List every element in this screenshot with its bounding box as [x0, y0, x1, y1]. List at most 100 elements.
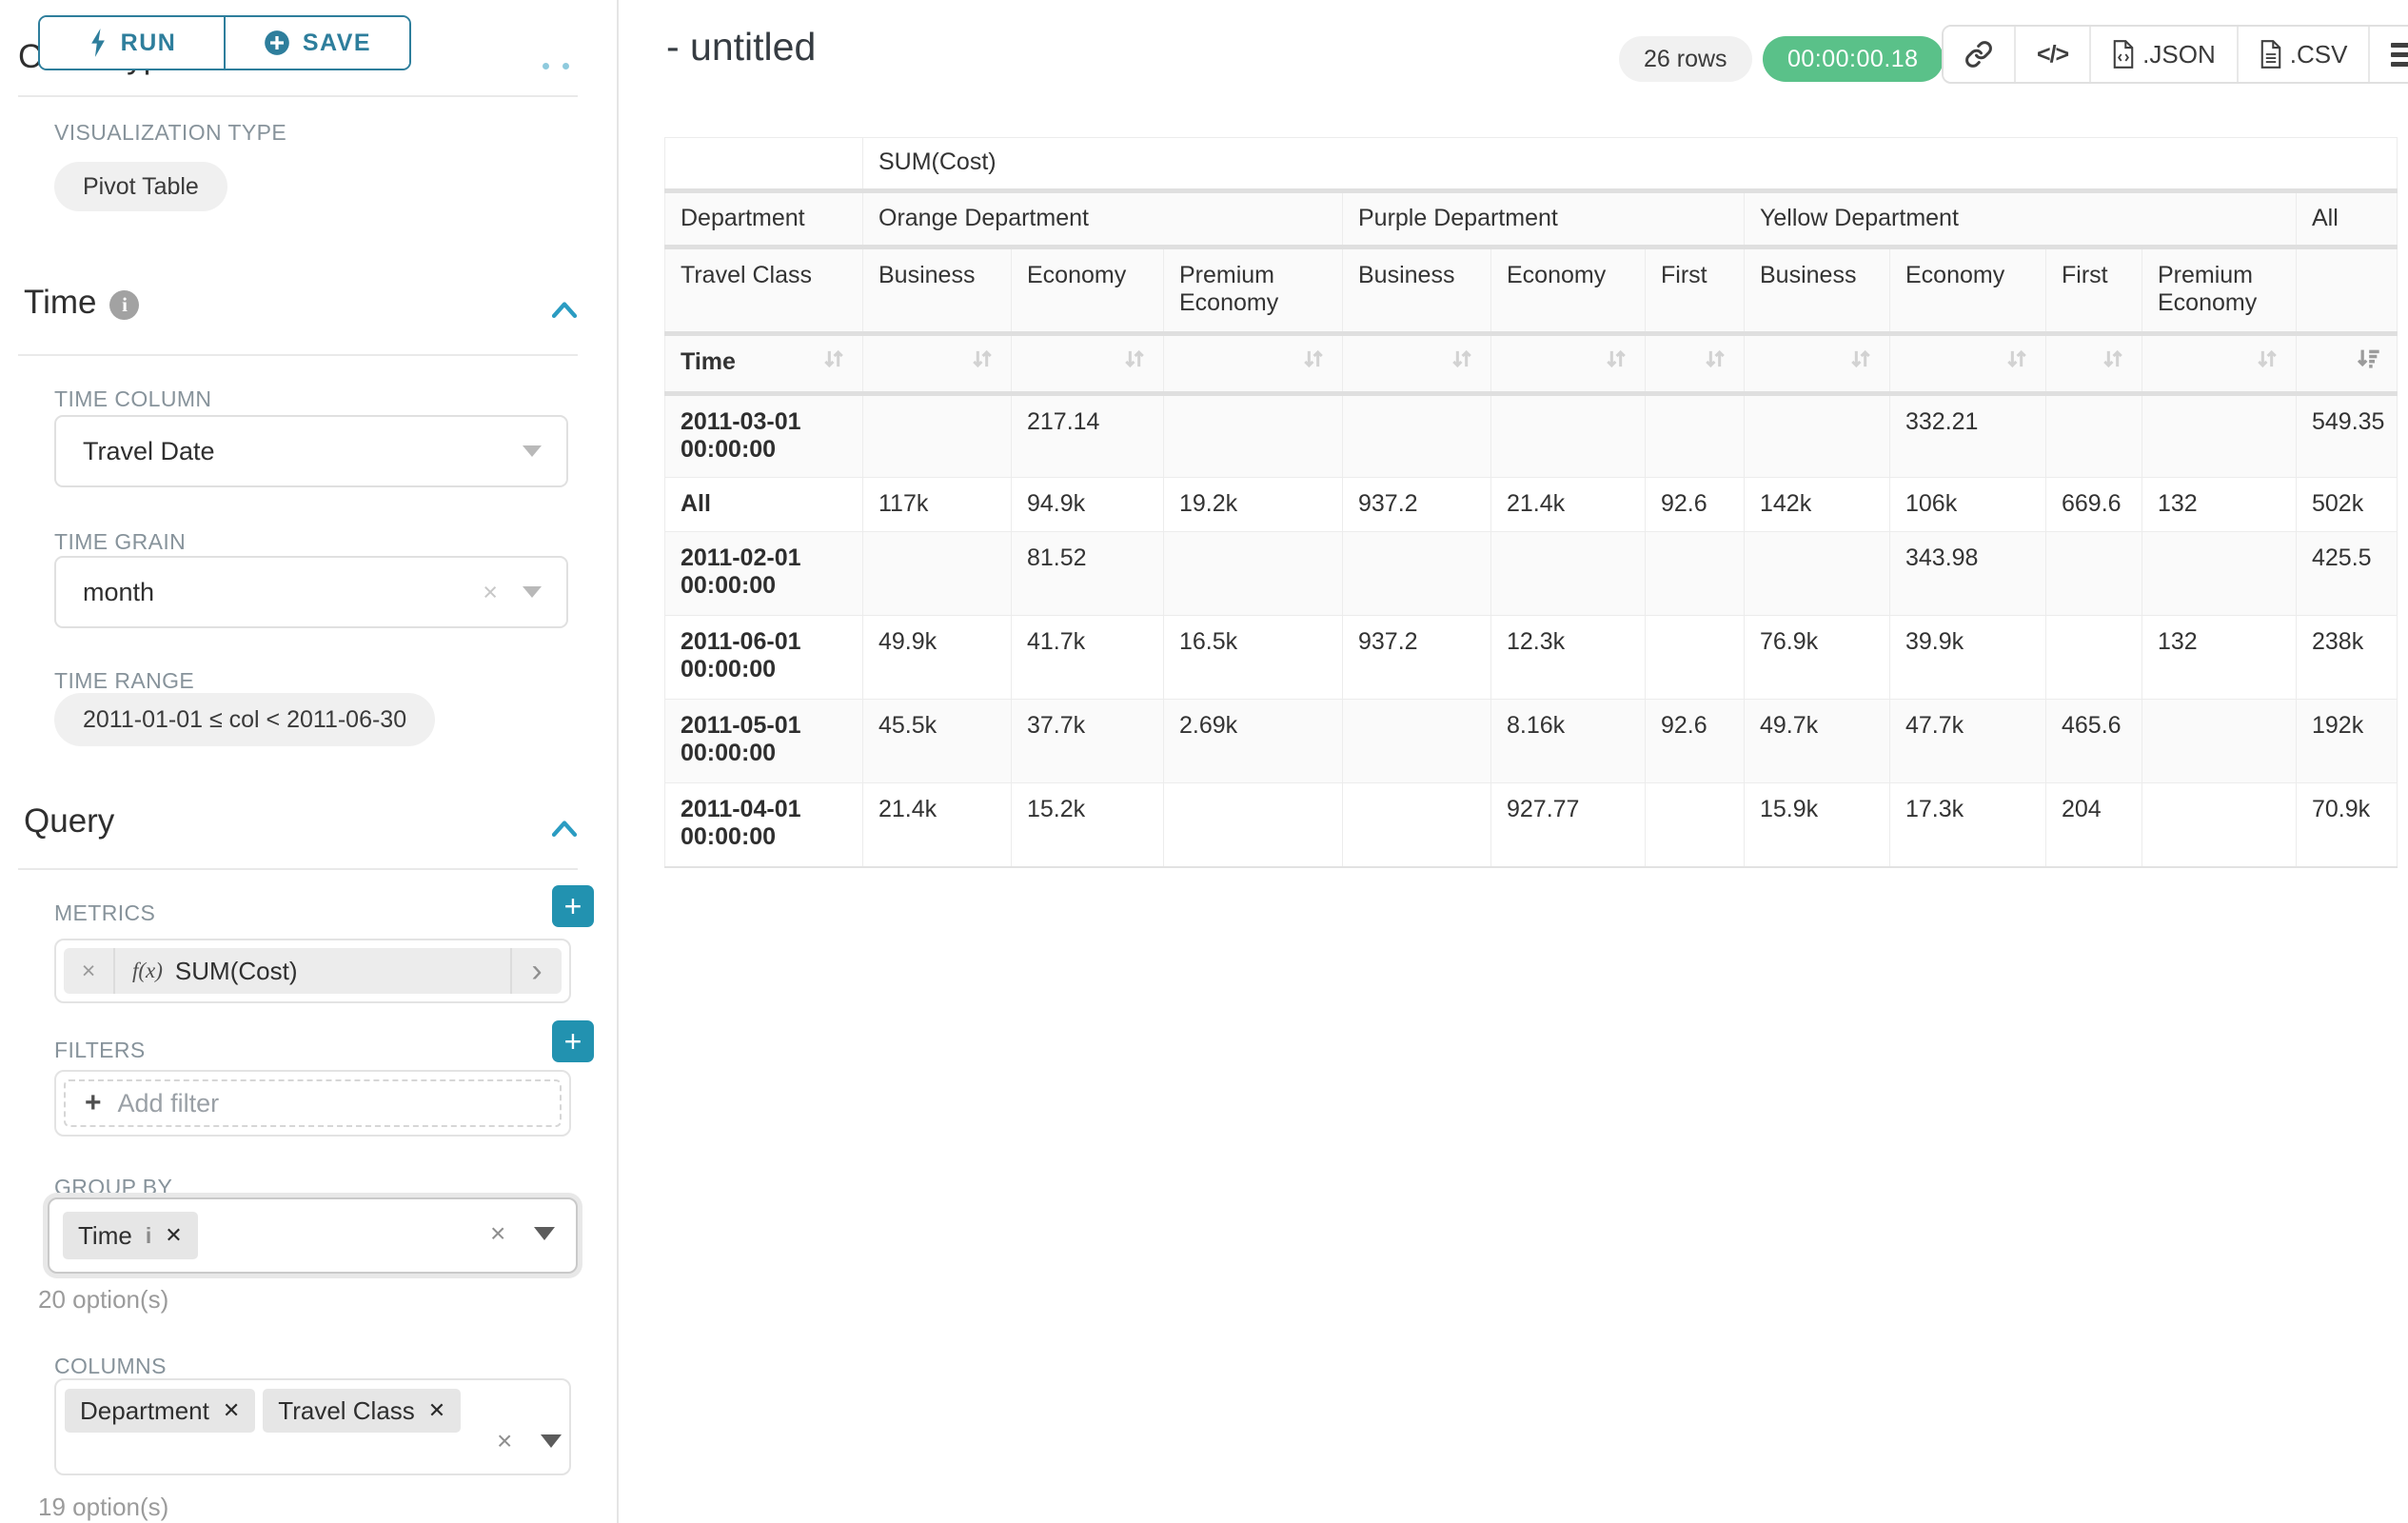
sort-arrows-icon[interactable]	[2100, 346, 2126, 379]
pivot-cell: 92.6	[1646, 700, 1745, 783]
columns-tag-department[interactable]: Department ✕	[65, 1389, 255, 1433]
export-csv-label: .CSV	[2290, 40, 2348, 69]
chevron-up-icon[interactable]	[550, 299, 579, 320]
pivot-cell	[1745, 394, 1890, 478]
pivot-cell: 41.7k	[1012, 616, 1164, 700]
pivot-cell	[1343, 532, 1491, 616]
pivot-cell: 21.4k	[863, 783, 1012, 867]
pivot-cell: 17.3k	[1890, 783, 2046, 867]
pivot-cell: 106k	[1890, 478, 2046, 532]
add-filter-button[interactable]: + Add filter	[64, 1079, 562, 1127]
group-header: All	[2297, 191, 2398, 247]
pivot-cell: 49.7k	[1745, 700, 1890, 783]
save-button[interactable]: SAVE	[224, 17, 409, 69]
remove-tag-x-icon[interactable]: ✕	[428, 1398, 445, 1423]
add-filter-label: Add filter	[118, 1089, 220, 1118]
control-panel: Chart Type RUN SAVE VISUALIZATION TYPE P…	[0, 0, 619, 1523]
sort-arrows-icon[interactable]	[969, 346, 996, 379]
run-save-button-group: RUN SAVE	[38, 15, 411, 70]
sort-arrows-icon[interactable]	[1603, 346, 1629, 379]
metric-pill[interactable]: × f(x) SUM(Cost) ›	[64, 948, 562, 994]
pivot-cell	[1646, 616, 1745, 700]
chart-title[interactable]: - untitled	[666, 25, 816, 69]
chevron-right-icon[interactable]: ›	[512, 955, 562, 987]
pivot-cell: 192k	[2297, 700, 2398, 783]
tag-label: Department	[80, 1396, 209, 1426]
add-filter-plus-button[interactable]: +	[552, 1020, 594, 1062]
pivot-cell	[1343, 783, 1491, 867]
pivot-cell: 465.6	[2046, 700, 2142, 783]
pivot-cell	[2142, 394, 2297, 478]
time-grain-value: month	[83, 578, 154, 607]
class-header: Premium Economy	[1164, 247, 1343, 334]
filters-container: + Add filter	[54, 1070, 571, 1137]
pivot-cell	[2142, 700, 2297, 783]
pivot-cell: 217.14	[1012, 394, 1164, 478]
file-csv-icon	[2260, 40, 2282, 69]
remove-tag-x-icon[interactable]: ✕	[165, 1223, 182, 1248]
export-csv-button[interactable]: .CSV	[2237, 27, 2369, 82]
tag-label: Travel Class	[278, 1396, 415, 1426]
columns-select[interactable]: Department ✕ Travel Class ✕	[54, 1378, 571, 1475]
pivot-cell: 669.6	[2046, 478, 2142, 532]
sort-arrows-icon[interactable]	[2003, 346, 2030, 379]
sort-arrows-icon[interactable]	[1449, 346, 1475, 379]
sort-arrows-icon[interactable]	[1847, 346, 1874, 379]
row-header: 2011-05-01 00:00:00	[665, 700, 863, 783]
pivot-cell	[1343, 700, 1491, 783]
group-by-tag-time[interactable]: Time i ✕	[63, 1212, 198, 1259]
pivot-cell: 70.9k	[2297, 783, 2398, 867]
copy-link-button[interactable]	[1944, 27, 2014, 82]
table-row: 2011-06-01 00:00:0049.9k41.7k16.5k937.21…	[665, 616, 2398, 700]
clear-x-icon[interactable]: ×	[490, 1220, 505, 1247]
class-header: Premium Economy	[2142, 247, 2297, 334]
time-column-select[interactable]: Travel Date	[54, 415, 568, 487]
pivot-cell: 81.52	[1012, 532, 1164, 616]
column-info-icon: i	[146, 1223, 151, 1249]
sort-descending-bars-icon[interactable]	[2355, 346, 2381, 379]
pivot-cell	[863, 394, 1012, 478]
class-header: Economy	[1491, 247, 1646, 334]
remove-tag-x-icon[interactable]: ✕	[223, 1398, 240, 1423]
class-header: Business	[1745, 247, 1890, 334]
time-range-pill[interactable]: 2011-01-01 ≤ col < 2011-06-30	[54, 693, 435, 746]
sort-arrows-icon[interactable]	[820, 346, 847, 379]
pivot-cell: 8.16k	[1491, 700, 1646, 783]
pivot-cell: 15.2k	[1012, 783, 1164, 867]
sort-arrows-icon[interactable]	[2254, 346, 2280, 379]
tag-label: Time	[78, 1221, 132, 1251]
columns-tag-travel-class[interactable]: Travel Class ✕	[263, 1389, 461, 1433]
row-header: All	[665, 478, 863, 532]
sort-arrows-icon[interactable]	[1121, 346, 1148, 379]
time-grain-select[interactable]: month ×	[54, 556, 568, 628]
time-section-header[interactable]: Time i	[24, 284, 139, 322]
add-metric-button[interactable]: +	[552, 885, 594, 927]
time-grain-label: TIME GRAIN	[54, 529, 186, 555]
sort-arrows-icon[interactable]	[1702, 346, 1728, 379]
pivot-cell	[863, 532, 1012, 616]
viz-type-pill[interactable]: Pivot Table	[54, 162, 227, 211]
run-button-label: RUN	[121, 30, 177, 57]
fx-icon: f(x)	[132, 959, 163, 983]
query-section-header[interactable]: Query	[24, 802, 114, 841]
chevron-up-icon[interactable]	[550, 818, 579, 839]
pivot-table-container: SUM(Cost) Department Orange Department P…	[664, 137, 2398, 868]
remove-metric-x-icon[interactable]: ×	[64, 958, 113, 985]
pivot-cell	[2046, 532, 2142, 616]
sort-arrows-icon[interactable]	[1300, 346, 1327, 379]
pivot-cell	[1164, 394, 1343, 478]
pivot-cell: 937.2	[1343, 478, 1491, 532]
info-circle-icon: i	[109, 290, 139, 320]
embed-code-button[interactable]: </>	[2014, 27, 2089, 82]
class-header	[2297, 247, 2398, 334]
time-column-value: Travel Date	[83, 437, 215, 466]
clear-x-icon[interactable]: ×	[483, 580, 498, 605]
menu-button[interactable]	[2368, 27, 2408, 82]
row-count-badge: 26 rows	[1619, 36, 1752, 82]
export-json-button[interactable]: .JSON	[2089, 27, 2237, 82]
pivot-cell: 343.98	[1890, 532, 2046, 616]
run-button[interactable]: RUN	[40, 17, 224, 69]
pivot-cell: 45.5k	[863, 700, 1012, 783]
clear-x-icon[interactable]: ×	[497, 1428, 512, 1454]
group-header: Purple Department	[1343, 191, 1745, 247]
